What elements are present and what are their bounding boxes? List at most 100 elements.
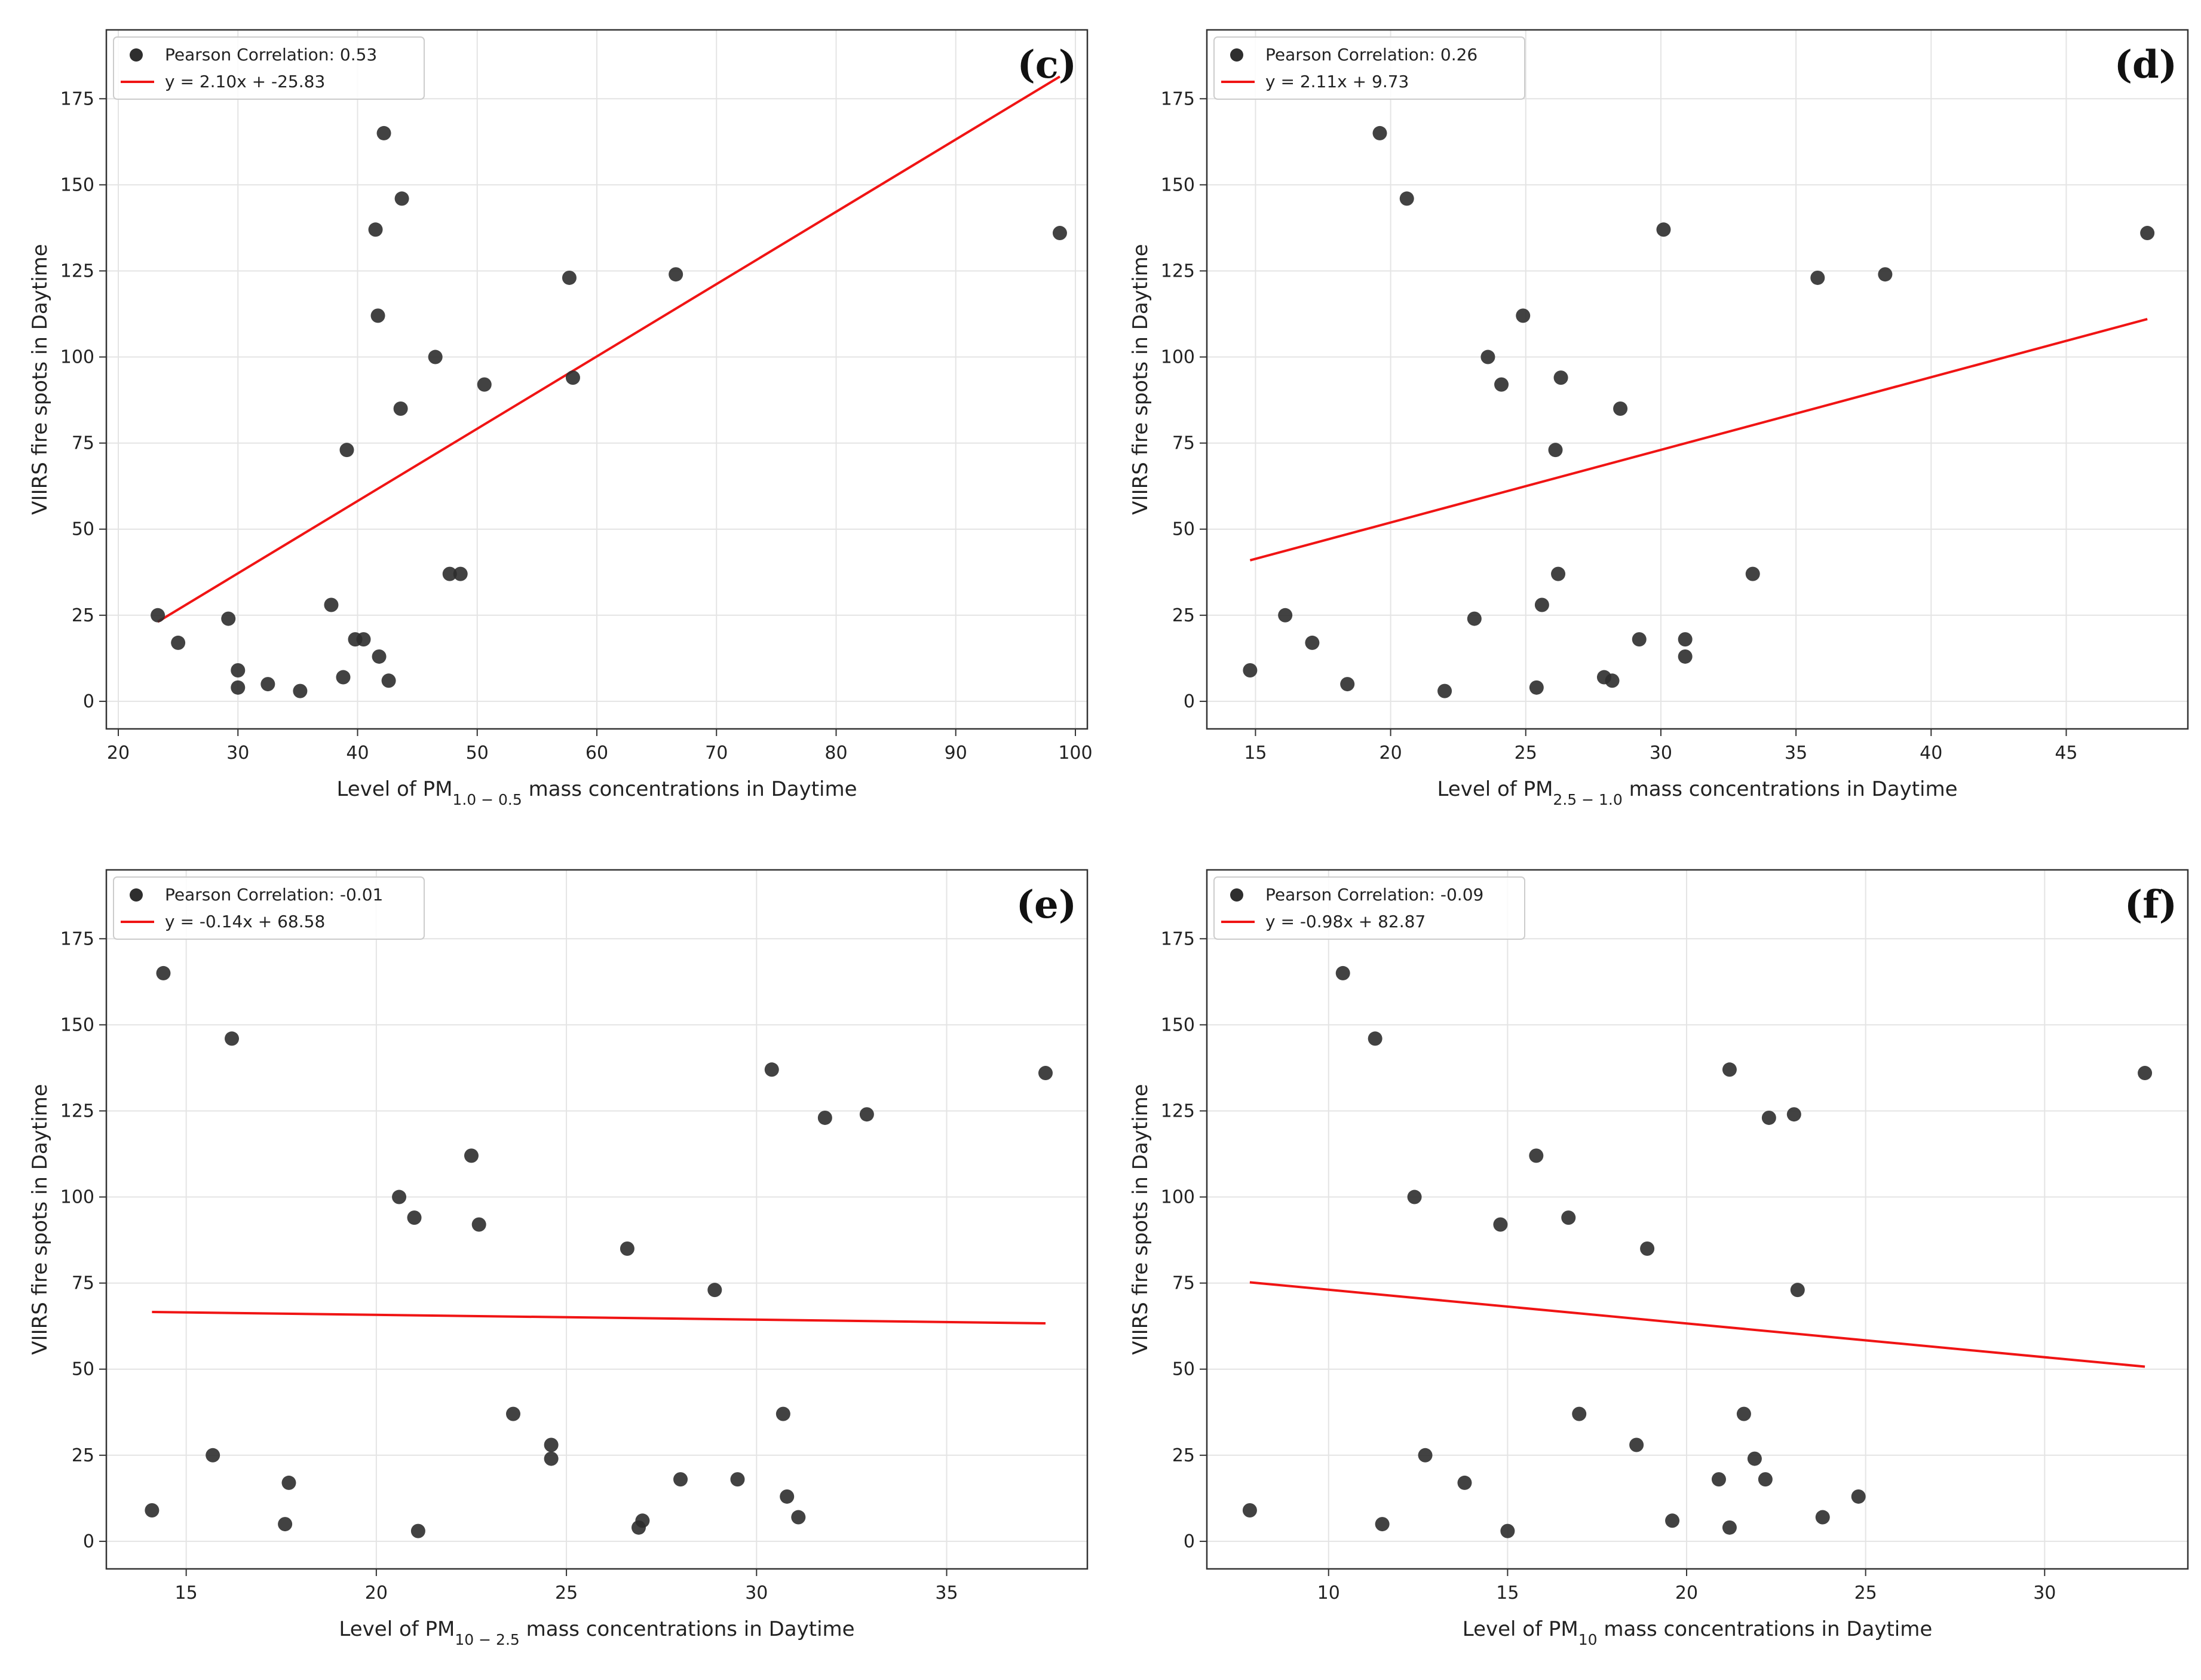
y-tick-label: 100 [60,347,94,368]
data-point [1494,377,1509,392]
data-point [1407,1190,1422,1204]
legend-box [1213,36,1525,100]
legend-point-icon [130,48,143,62]
data-point [151,608,165,623]
y-tick-label: 175 [1161,88,1195,109]
data-point [370,308,385,323]
x-tick-label: 25 [1854,1583,1877,1604]
data-point [206,1448,220,1463]
data-point [410,1523,425,1538]
data-point [428,350,443,364]
panel-label: (f) [2125,882,2177,927]
data-point [859,1107,874,1122]
legend-line-label: y = 2.10x + -25.83 [165,72,325,91]
x-tick-label: 20 [107,743,130,764]
data-point [1340,677,1355,692]
data-point [471,1217,486,1232]
x-tick-label: 15 [175,1583,198,1604]
y-tick-label: 100 [1161,1187,1195,1208]
data-point [1551,566,1566,581]
data-point [1640,1241,1655,1256]
data-point [1467,611,1482,626]
x-tick-label: 30 [1650,743,1672,764]
data-point [730,1472,745,1487]
y-axis-label: VIIRS fire spots in Daytime [1129,1084,1152,1354]
data-point [376,125,391,140]
data-point [1529,680,1544,695]
data-point [407,1210,422,1225]
x-tick-label: 80 [824,743,847,764]
x-tick-label: 100 [1058,743,1092,764]
data-point [1722,1520,1737,1535]
x-axis-label-sub: 10 − 2.5 [455,1631,519,1648]
data-point [368,222,383,237]
data-point [1878,267,1893,282]
data-point [1605,673,1620,688]
data-point [1418,1448,1433,1463]
data-point [1243,663,1258,678]
x-tick-label: 50 [466,743,489,764]
chart-panel-d: 15 20 25 30 35 40 45 0 25 50 75 100 125 150 175 Pearson… [1100,0,2201,840]
data-point [393,401,408,416]
y-tick-label: 125 [60,260,94,281]
x-tick-label: 30 [2033,1583,2056,1604]
data-point [1437,683,1452,698]
data-point [2138,1066,2153,1081]
data-point [1534,597,1549,612]
data-point [1529,1148,1544,1163]
plot-frame [105,29,1089,730]
x-axis-label-pre: Level of PM [1437,777,1553,801]
data-point [293,683,308,698]
data-point [442,566,457,581]
data-point [1632,632,1647,647]
panel-label: (e) [1016,882,1077,927]
legend-point-icon [1230,888,1243,902]
data-point [477,377,492,392]
x-tick-label: 40 [1920,743,1942,764]
data-point [1678,649,1693,664]
y-tick-label: 75 [1172,433,1195,454]
y-axis-label: VIIRS fire spots in Daytime [1129,244,1152,514]
legend: Pearson Correlation: 0.53 y = 2.10x + -25… [113,36,425,100]
data-point [544,1437,559,1452]
data-point [791,1510,806,1525]
data-point [1747,1451,1762,1466]
data-point [1815,1510,1830,1525]
data-point [1613,401,1628,416]
data-point [231,680,246,695]
regression-line [1249,318,2148,562]
data-point [145,1503,160,1518]
x-tick-label: 70 [705,743,728,764]
x-tick-label: 15 [1496,1583,1519,1604]
y-tick-label: 100 [60,1187,94,1208]
data-point [372,649,387,664]
legend-box [113,36,425,100]
y-tick-label: 0 [83,1531,94,1552]
y-tick-label: 125 [60,1100,94,1121]
data-point [565,370,580,385]
data-point [1335,965,1350,980]
data-point [394,191,409,206]
y-tick-label: 100 [1161,347,1195,368]
data-point [1278,608,1293,623]
data-point [1480,350,1495,364]
data-point [635,1513,650,1528]
x-axis-label-post: mass concentrations in Daytime [1598,1617,1933,1641]
legend-line-label: y = 2.11x + 9.73 [1265,72,1409,91]
x-tick-label: 90 [945,743,967,764]
data-point [1516,308,1531,323]
legend: Pearson Correlation: -0.09 y = -0.98x + 8… [1213,876,1525,940]
data-point [281,1475,296,1490]
x-tick-label: 25 [1515,743,1537,764]
data-point [1656,222,1671,237]
data-point [356,632,371,647]
x-tick-label: 25 [555,1583,578,1604]
y-tick-label: 0 [1184,691,1195,712]
data-point [2140,226,2155,241]
x-axis-label-sub: 1.0 − 0.5 [452,791,522,808]
data-point [221,611,236,626]
x-tick-label: 45 [2055,743,2077,764]
legend-point-icon [130,888,143,902]
y-tick-label: 25 [72,605,94,626]
x-tick-label: 35 [1785,743,1807,764]
